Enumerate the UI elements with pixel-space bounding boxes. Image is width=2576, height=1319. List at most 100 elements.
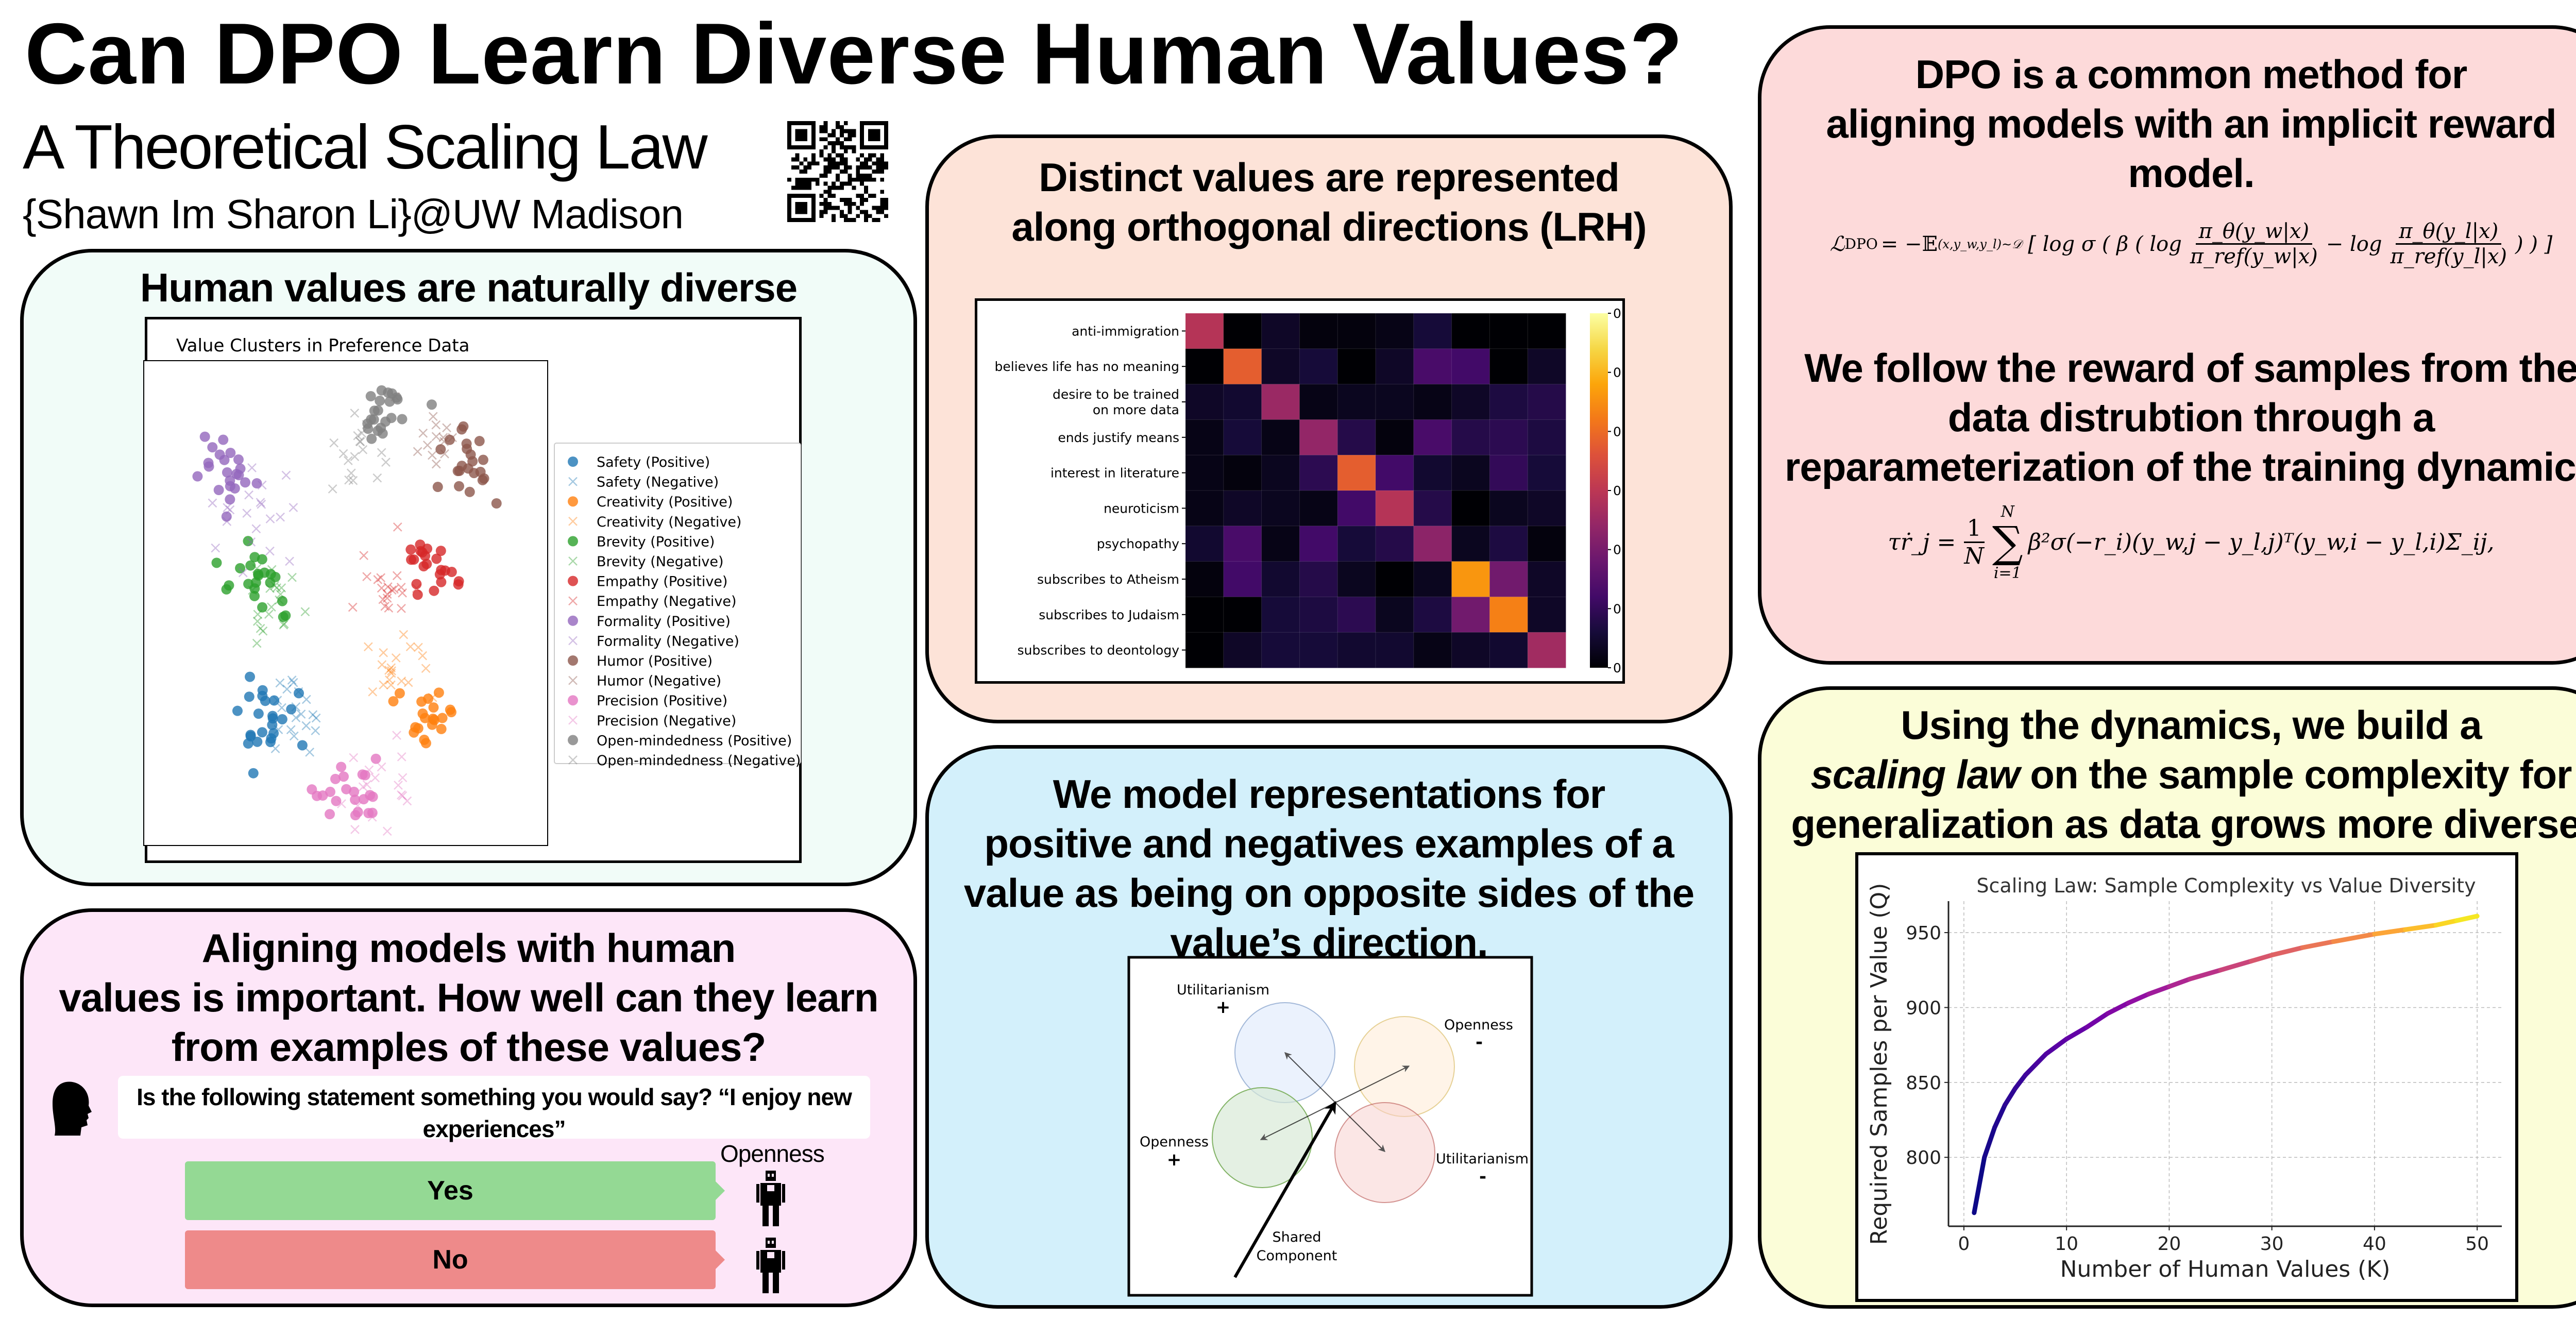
qr-module [848, 173, 852, 178]
heatmap-cell [1451, 632, 1490, 669]
qr-finder [795, 201, 808, 214]
qr-module [811, 177, 816, 182]
legend-label: Brevity (Positive) [597, 534, 715, 550]
scatter-point [386, 668, 396, 678]
qr-module [803, 181, 808, 186]
qr-module [856, 194, 860, 198]
formula-part: π_θ(y_l|x) [2396, 219, 2502, 245]
scatter-point [397, 604, 406, 613]
qr-module [872, 218, 876, 222]
qr-module [884, 214, 888, 218]
heatmap-cell [1337, 490, 1377, 527]
heatmap-cell [1223, 384, 1262, 420]
legend-label: Brevity (Negative) [597, 554, 724, 570]
scatter-point [363, 808, 374, 819]
authors: {Shawn Im Sharon Li}@UW Madison [23, 191, 684, 237]
qr-module [843, 218, 848, 222]
scatter-point [274, 725, 283, 734]
heatmap-cell [1413, 632, 1452, 669]
qr-module [832, 194, 836, 198]
scatter-point [225, 505, 235, 515]
scatter-point [265, 514, 275, 523]
qr-module [819, 210, 824, 214]
scatter-point [431, 459, 441, 469]
heatmap-cell [1413, 454, 1452, 492]
qr-module [815, 181, 820, 186]
panel-title: Distinct values are represented along or… [1011, 155, 1647, 249]
dpo-loss-formula: ℒ DPO = −𝔼 (x,y_w,y_l)∼𝒟 [ log σ ( β ( log… [1761, 219, 2576, 268]
scatter-point [382, 589, 392, 599]
heatmap-cell [1299, 313, 1338, 349]
line-segment [2454, 914, 2480, 923]
legend-label: Creativity (Positive) [597, 494, 733, 510]
scatter-point [437, 713, 448, 723]
scatter-point [240, 477, 250, 488]
qr-module [823, 197, 828, 202]
label-util-neg: Utilitarianism [1436, 1151, 1529, 1167]
legend-marker [568, 636, 578, 646]
scatter-point [279, 619, 289, 629]
qr-module [863, 190, 868, 194]
scatter-point [387, 585, 397, 595]
qr-module [848, 145, 852, 149]
scatter-point [285, 556, 294, 566]
qr-module [856, 173, 860, 178]
scatter-point [257, 727, 267, 738]
line-segment [2433, 918, 2459, 928]
scatter-point [211, 557, 222, 568]
formula-part: ∑ [1992, 517, 2023, 567]
scatter-point [245, 730, 256, 740]
qr-module [843, 181, 848, 186]
qr-module [880, 210, 885, 214]
line-segment [2331, 932, 2377, 944]
scatter-point [252, 638, 262, 648]
legend-label: Formality (Negative) [597, 633, 739, 649]
heatmap-cell [1299, 596, 1338, 633]
scatter-point [266, 602, 276, 612]
scatter-point [329, 438, 339, 448]
heatmap-cell [1223, 561, 1262, 598]
scatter-point [394, 688, 405, 699]
scatter-point [287, 675, 297, 685]
scatter-point [350, 794, 361, 805]
scatter-point [267, 565, 277, 574]
scatter-point [221, 511, 232, 522]
qr-module [832, 161, 836, 166]
qr-module [807, 181, 812, 186]
scatter-point [392, 571, 402, 581]
qr-module [827, 185, 832, 190]
formula-part: N [1964, 543, 1984, 570]
scatter-point [396, 583, 406, 592]
scaling-law-emphasis: scaling law [1810, 752, 2020, 797]
scatter-point [266, 733, 277, 744]
qr-module [839, 129, 844, 133]
heatmap-cell [1451, 348, 1490, 385]
scatter-point [281, 470, 291, 480]
y-tick-label: 900 [1906, 997, 1941, 1019]
scatter-point [258, 626, 268, 636]
scatter-point [256, 498, 265, 507]
qr-module [860, 153, 864, 158]
line-segment [2033, 1052, 2048, 1067]
qr-module [803, 177, 808, 182]
scatter-point [301, 695, 311, 704]
colorbar-tick-label: 0.0 [1613, 661, 1625, 675]
qr-module [795, 153, 800, 158]
formula-part: = −𝔼 [1880, 232, 1938, 256]
scatter-point [225, 494, 235, 505]
line-segment [2013, 1072, 2028, 1091]
heatmap-cell [1451, 561, 1490, 598]
scatter-point [233, 454, 244, 465]
no-answer[interactable]: No [185, 1230, 725, 1289]
chart-title: Value Clusters in Preference Data [176, 335, 469, 356]
scatter-point [399, 630, 409, 639]
qr-module [880, 161, 885, 166]
heatmap-cell [1223, 348, 1262, 385]
qr-module [848, 218, 852, 222]
qr-code[interactable] [787, 121, 888, 222]
legend-marker [568, 477, 578, 486]
yes-answer[interactable]: Yes [185, 1161, 725, 1220]
scatter-point [353, 431, 363, 441]
scatter-point [300, 607, 310, 617]
qr-module [832, 133, 836, 138]
